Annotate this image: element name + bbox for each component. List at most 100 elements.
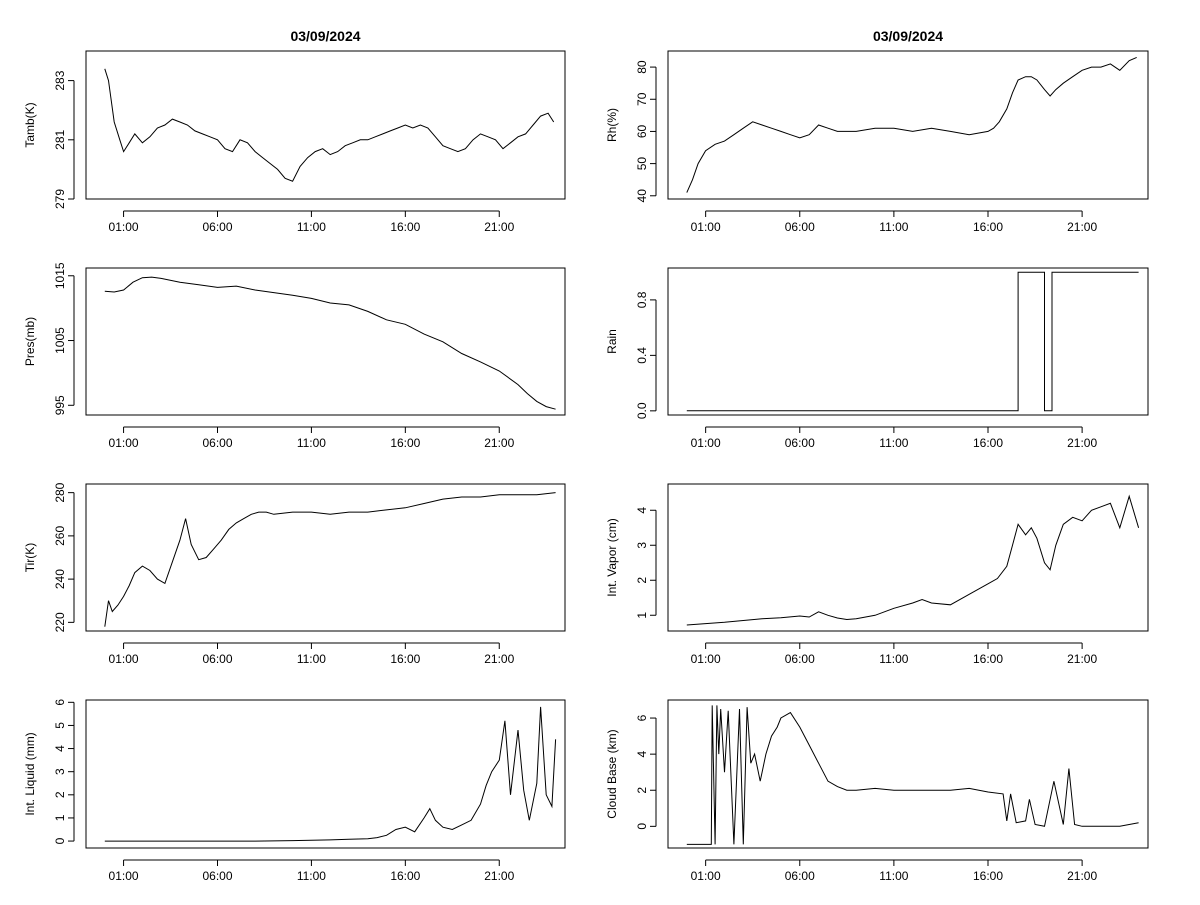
y-tick-label: 279 (53, 189, 67, 209)
plot-frame (667, 699, 1149, 849)
x-tick-label: 06:00 (202, 220, 232, 234)
plot-frame (85, 699, 566, 849)
y-tick-label: 0.8 (635, 291, 649, 308)
x-tick-label: 06:00 (202, 652, 232, 666)
x-tick-label: 06:00 (785, 869, 815, 883)
plot-frame (667, 267, 1149, 416)
y-tick-label: 3 (53, 768, 67, 775)
x-tick-label: 16:00 (390, 436, 420, 450)
y-tick-label: 220 (53, 612, 67, 632)
x-tick-label: 16:00 (973, 869, 1003, 883)
y-tick-label: 4 (635, 750, 649, 757)
x-tick-label: 11:00 (297, 652, 326, 666)
x-tick-label: 21:00 (1067, 652, 1097, 666)
chart-panel-2: 01:00 06:00 11:00 16:00 21:00 40 50 60 70 80 Rh(%) (605, 50, 1149, 234)
y-axis-label: Rh(%) (605, 108, 619, 142)
y-tick-label: 50 (635, 157, 649, 171)
chart-panel-3: 01:00 06:00 11:00 16:00 21:00 995 1005 1015 Pres… (23, 262, 566, 450)
y-axis-label: Tamb(K) (23, 102, 37, 147)
x-tick-label: 01:00 (691, 869, 721, 883)
x-tick-label: 16:00 (973, 652, 1003, 666)
plot-frame (85, 483, 566, 632)
x-tick-label: 06:00 (202, 436, 232, 450)
y-axis-label: Int. Liquid (mm) (23, 732, 37, 815)
x-tick-label: 06:00 (785, 652, 815, 666)
y-tick-label: 5 (53, 722, 67, 729)
x-tick-label: 21:00 (1067, 869, 1097, 883)
x-tick-label: 16:00 (973, 220, 1003, 234)
plot-frame (667, 50, 1149, 200)
y-tick-label: 995 (53, 395, 67, 415)
x-tick-label: 21:00 (484, 869, 514, 883)
chart-panel-1: 01:00 06:00 11:00 16:00 21:00 279 281 283 Tamb(K… (23, 50, 566, 234)
y-tick-label: 260 (53, 526, 67, 546)
series-line (686, 494, 1140, 626)
series-line (686, 271, 1139, 412)
x-tick-label: 01:00 (109, 220, 139, 234)
x-tick-label: 11:00 (879, 652, 908, 666)
y-tick-label: 70 (635, 92, 649, 106)
y-tick-label: 2 (635, 577, 649, 584)
x-tick-label: 01:00 (691, 436, 721, 450)
series-line (104, 706, 557, 842)
x-tick-label: 21:00 (484, 220, 514, 234)
y-axis-label: Rain (605, 329, 619, 354)
y-tick-label: 2 (53, 791, 67, 798)
series-line (104, 68, 555, 182)
x-tick-label: 11:00 (297, 220, 326, 234)
y-tick-label: 1005 (53, 327, 67, 354)
chart-panel-6: 01:00 06:00 11:00 16:00 21:00 1 2 3 4 Int. Vapor … (605, 483, 1149, 666)
chart-panel-4: 01:00 06:00 11:00 16:00 21:00 0.0 0.4 0.8 Rain (605, 267, 1149, 450)
chart-panel-7: 01:00 06:00 11:00 16:00 21:00 0 1 2 3 4 5 6 Int. Liq… (23, 699, 566, 883)
y-tick-label: 280 (53, 482, 67, 502)
x-tick-label: 11:00 (879, 220, 908, 234)
x-tick-label: 16:00 (390, 869, 420, 883)
y-tick-label: 4 (53, 745, 67, 752)
y-tick-label: 3 (635, 542, 649, 549)
series-line (686, 705, 1139, 845)
x-tick-label: 21:00 (1067, 220, 1097, 234)
panel-title: 03/09/2024 (290, 28, 360, 44)
x-tick-label: 06:00 (202, 869, 232, 883)
chart-panel-5: 01:00 06:00 11:00 16:00 21:00 220 240 260 280 Tir… (23, 482, 566, 666)
y-tick-label: 0.0 (635, 402, 649, 419)
y-tick-label: 2 (635, 787, 649, 794)
series-line (104, 492, 556, 627)
chart-panel-8: 01:00 06:00 11:00 16:00 21:00 0 2 4 6 Cloud Base … (605, 699, 1149, 883)
plot-frame (85, 50, 566, 200)
y-axis-label: Tir(K) (23, 543, 37, 573)
x-tick-label: 06:00 (785, 436, 815, 450)
y-tick-label: 0.4 (635, 347, 649, 364)
x-tick-label: 11:00 (297, 869, 326, 883)
y-tick-label: 80 (635, 60, 649, 74)
y-tick-label: 1 (53, 814, 67, 821)
x-tick-label: 11:00 (879, 869, 908, 883)
x-tick-label: 06:00 (785, 220, 815, 234)
x-tick-label: 01:00 (109, 652, 139, 666)
y-tick-label: 40 (635, 189, 649, 203)
plot-frame (85, 267, 566, 416)
x-tick-label: 01:00 (691, 220, 721, 234)
x-tick-label: 16:00 (973, 436, 1003, 450)
y-tick-label: 0 (53, 837, 67, 844)
y-tick-label: 6 (53, 699, 67, 706)
panel-title: 03/09/2024 (873, 28, 943, 44)
x-tick-label: 11:00 (879, 436, 908, 450)
y-tick-label: 4 (635, 507, 649, 514)
y-tick-label: 6 (635, 714, 649, 721)
y-axis-label: Int. Vapor (cm) (605, 518, 619, 596)
x-tick-label: 01:00 (691, 652, 721, 666)
y-tick-label: 281 (53, 129, 67, 149)
x-tick-label: 01:00 (109, 436, 139, 450)
y-axis-label: Cloud Base (km) (605, 729, 619, 818)
y-tick-label: 240 (53, 569, 67, 589)
y-tick-label: 0 (635, 823, 649, 830)
y-tick-label: 1 (635, 612, 649, 619)
x-tick-label: 21:00 (484, 652, 514, 666)
x-tick-label: 16:00 (390, 220, 420, 234)
series-line (686, 56, 1137, 193)
x-tick-label: 01:00 (109, 869, 139, 883)
y-tick-label: 60 (635, 124, 649, 138)
